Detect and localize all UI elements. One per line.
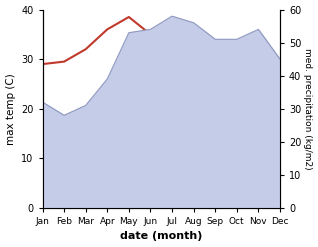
X-axis label: date (month): date (month) <box>120 231 203 242</box>
Y-axis label: max temp (C): max temp (C) <box>5 73 16 144</box>
Y-axis label: med. precipitation (kg/m2): med. precipitation (kg/m2) <box>303 48 313 169</box>
